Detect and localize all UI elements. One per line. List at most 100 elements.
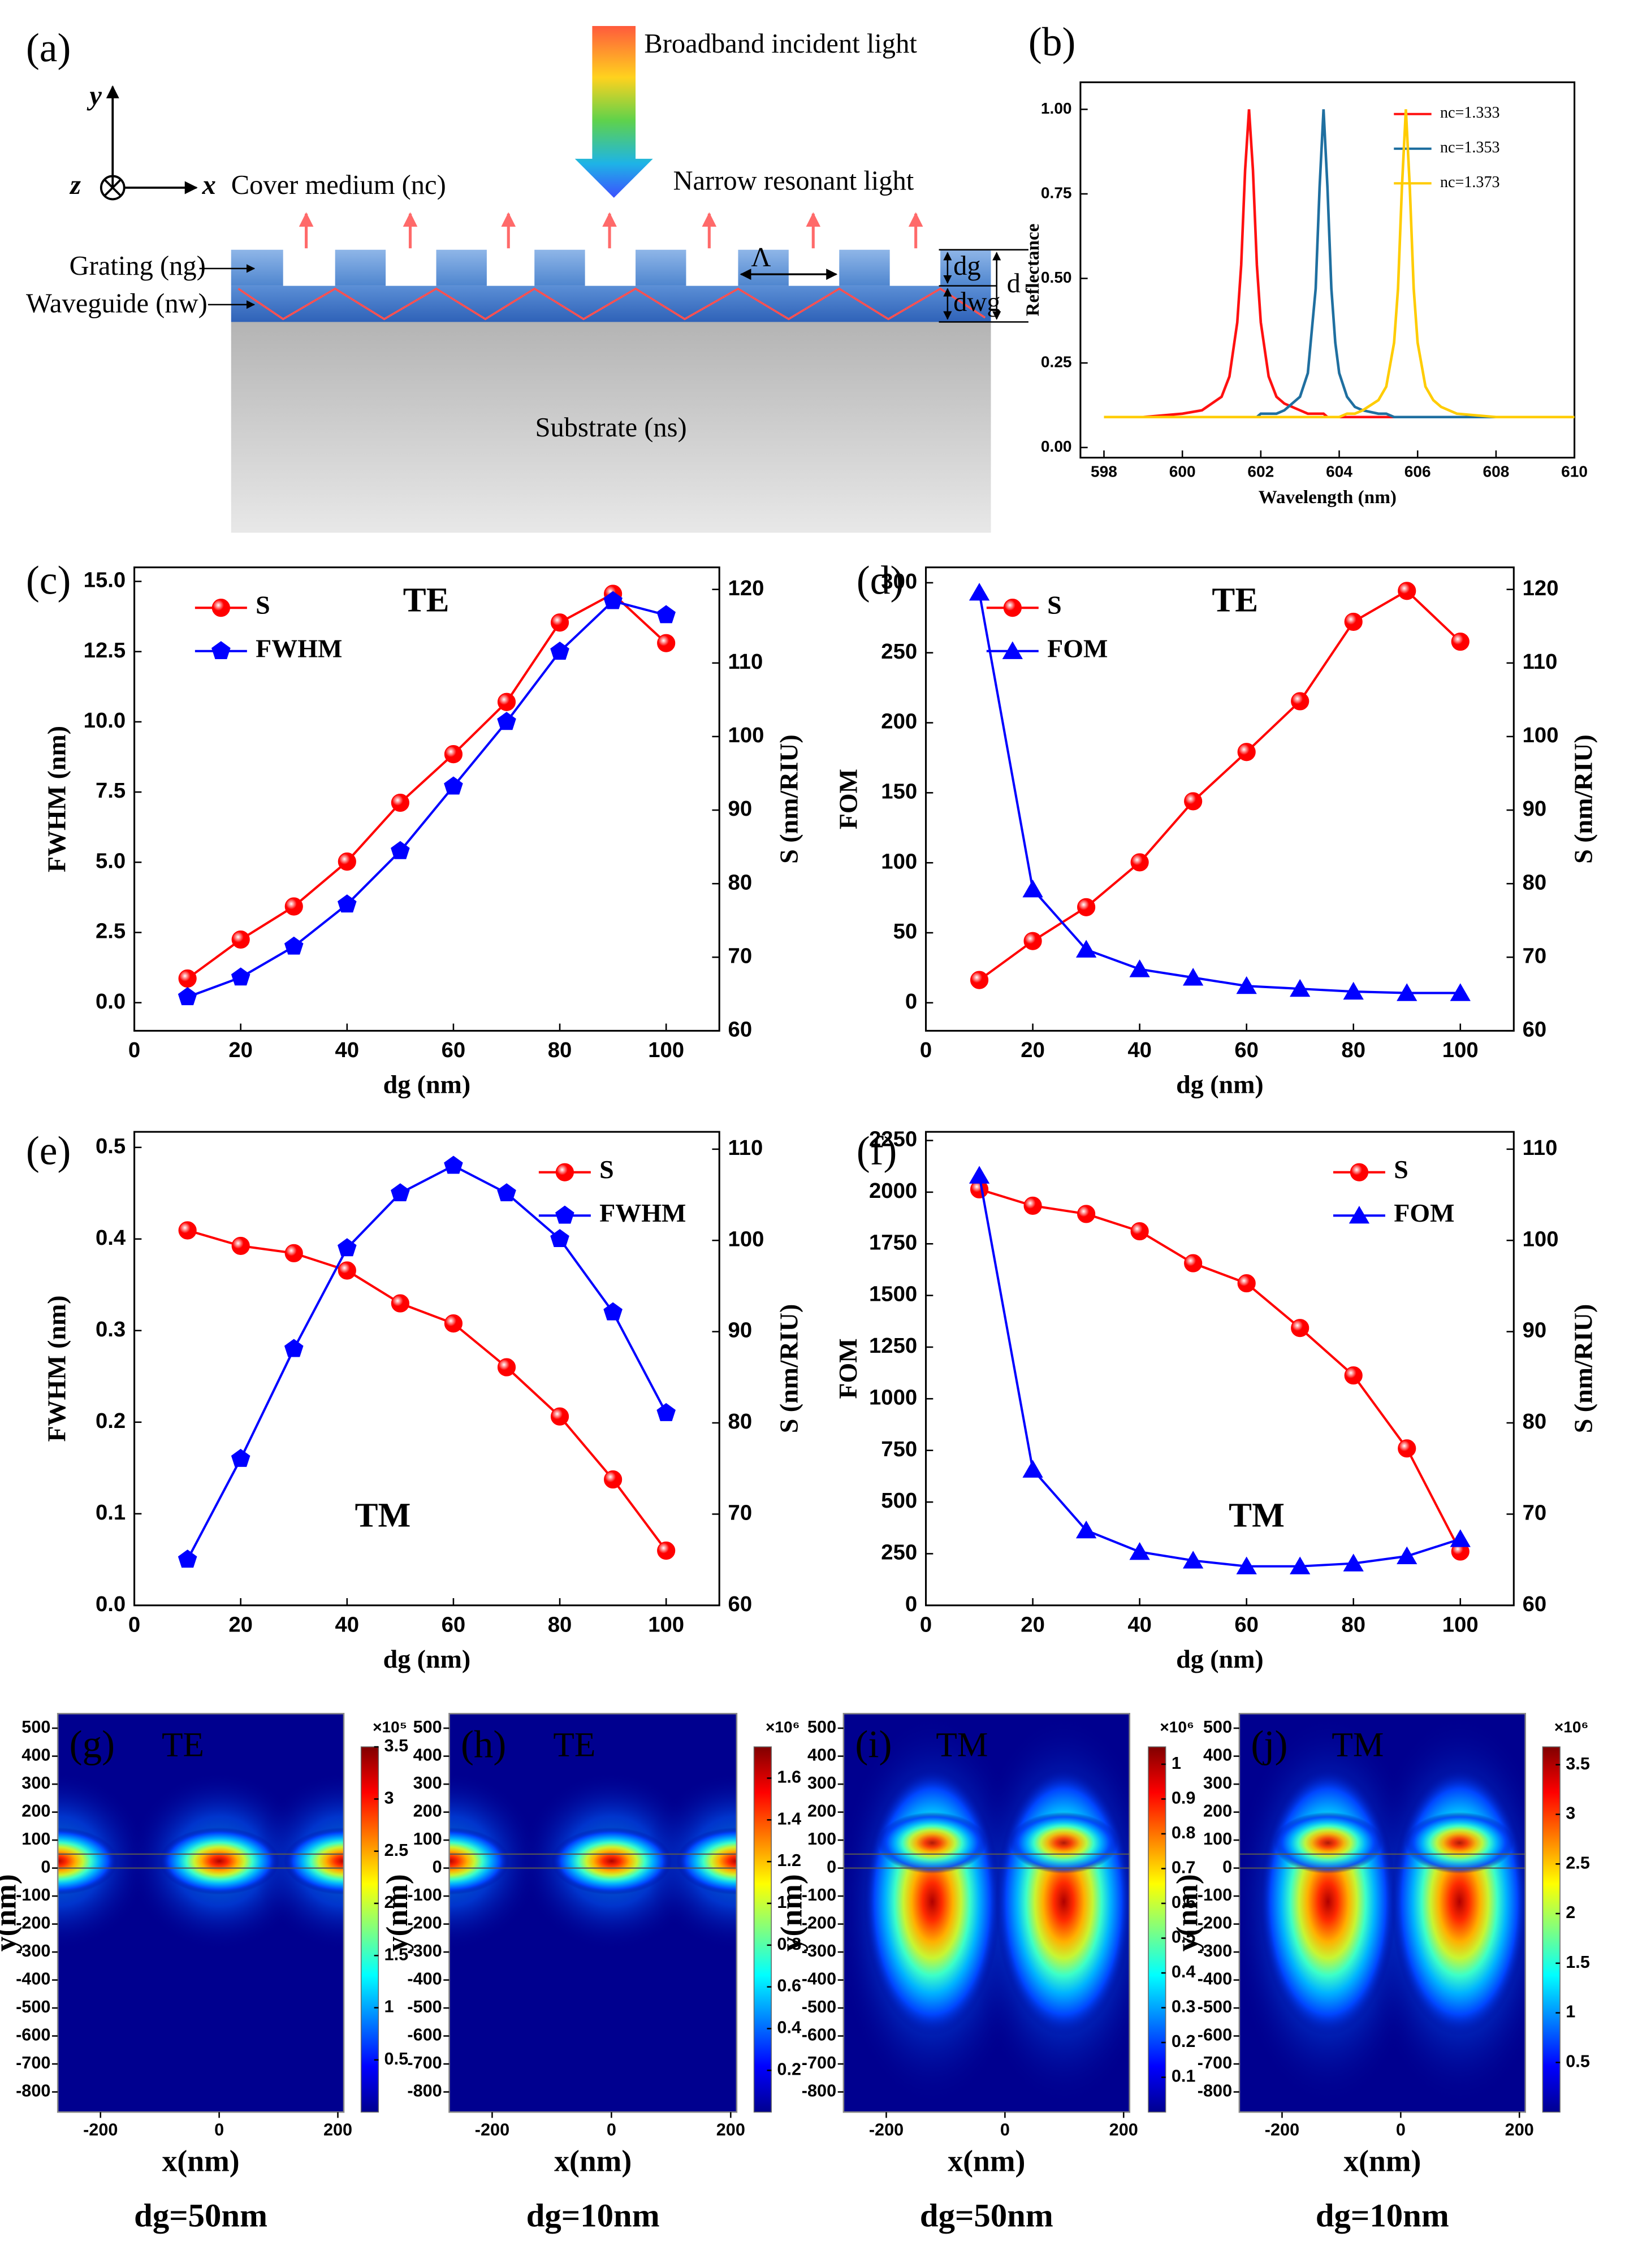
marker [1450,1529,1471,1547]
y2-tick-label: 110 [1523,1136,1558,1160]
colorbar-exponent: ×10⁶ [1554,1718,1589,1735]
annotation: TE [403,581,450,620]
field [449,1713,737,2113]
plot-frame [1079,81,1576,459]
y-tick-label: 0.50 [1041,269,1072,286]
marker [231,1448,250,1467]
x-tick-label: 600 [1169,463,1196,481]
y-axis-label: y(nm) [380,1874,414,1951]
marker [550,1229,569,1248]
z-axis-symbol [100,175,126,201]
colorbar [1148,1746,1166,2113]
y-tick-label: -700 [407,2053,442,2072]
y-tick-label: 0 [1222,1858,1232,1877]
panel-label: (f) [857,1128,897,1173]
marker [969,1166,990,1184]
annotation: TM [1229,1496,1285,1535]
y2-tick-label: 70 [1523,1501,1547,1525]
y2-tick-label: 80 [728,1409,753,1434]
marker [1023,932,1042,950]
annotation: TM [936,1726,988,1764]
colorbar-tick-label: 0.8 [1172,1823,1196,1842]
y2-tick-label: 100 [1523,1227,1559,1251]
plot-frame [133,566,720,1032]
y2-tick-label: 100 [1523,723,1559,747]
y-tick-label: -500 [407,1997,442,2016]
resonant-label: Narrow resonant light [673,166,914,196]
field-lobe [1273,1812,1382,1874]
field [1239,1713,1525,2113]
colorbar-tick-label: 1 [1172,1754,1181,1773]
x-tick-label: 598 [1091,463,1117,481]
y2-tick-label: 90 [728,1318,753,1343]
y-tick-label: 100 [1203,1829,1232,1849]
field-lobe [551,1827,672,1895]
colorbar-tick-label: 0.5 [384,2049,409,2068]
field-lobe [58,1827,118,1895]
y-tick-label: 0.5 [96,1134,126,1158]
colorbar-tick-label: 0.9 [1172,1788,1196,1807]
colorbar-tick-label: 2.5 [1566,1853,1590,1872]
y2-tick-label: 60 [1523,1592,1547,1616]
x-tick-label: 20 [228,1038,253,1062]
y-tick-label: 500 [807,1717,836,1737]
marker [284,1339,304,1357]
colorbar-tick-label: 3.5 [384,1736,409,1755]
axis-label: x [202,170,216,200]
waveguide-label: Waveguide (nw) [26,289,208,319]
x-tick-label: 20 [1021,1038,1045,1062]
x-axis-label: x(nm) [554,2144,632,2178]
legend-label: nc=1.353 [1440,138,1500,156]
marker [656,1403,676,1421]
y-tick-label: 10.0 [84,708,126,733]
field [58,1713,344,2113]
marker [1003,599,1022,617]
substrate [231,322,991,533]
marker [231,930,250,949]
chart-panel: (e) TM 0 20 40 60 80 100 0.0 0.1 0.2 0.3 0.4 0.5 60 70 8… [26,1128,803,1673]
marker [444,745,463,764]
marker [1291,692,1309,711]
y-tick-label: 0.0 [96,1592,126,1616]
heatmap-panel: -200 0 200 500 400 300 200 100 0 -100 -200 -300 -400… [380,1713,801,2234]
x-tick-label: 602 [1247,463,1274,481]
marker [497,712,516,730]
colorbar-tick-label: 0.3 [1172,1997,1196,2016]
x-tick-label: 0 [1000,2120,1010,2139]
y-tick-label: -400 [802,1970,836,1989]
panel-label: (e) [26,1128,71,1173]
x-tick-label: 200 [1109,2120,1138,2139]
y-tick-label: 400 [413,1746,442,1765]
legend-label: FWHM [256,634,342,663]
y-tick-label: 2000 [869,1179,917,1203]
caption: dg=10nm [1316,2197,1449,2234]
marker [1022,1460,1043,1478]
field-lobe [283,1827,344,1895]
plot-frame [448,1713,738,2113]
colorbar-tick-label: 1.5 [384,1945,409,1964]
x-tick-label: 0 [607,2120,616,2139]
x-tick-label: 40 [1127,1612,1152,1637]
x-tick-label: 100 [648,1612,684,1637]
marker [1290,979,1311,997]
x-tick-label: 60 [442,1612,466,1637]
marker [178,1221,197,1240]
dimension-label: d [1007,269,1021,298]
dimension-lines [939,249,1028,323]
caption: dg=50nm [920,2197,1053,2234]
marker [1129,959,1150,977]
marker [1075,940,1097,958]
y-tick-label: 0 [433,1858,442,1877]
field-lobe [863,1767,1001,2036]
diagram: (a) Broadband incident light y z x Cover… [26,25,1028,533]
marker [1398,582,1416,600]
colorbar-tick-label: 0.7 [1172,1858,1196,1877]
y-tick-label: 0.75 [1041,184,1072,201]
x-tick-label: 0 [128,1038,140,1062]
field [843,1713,1130,2113]
marker [657,1541,676,1560]
series-line [1104,109,1575,419]
marker [550,642,569,660]
y-tick-label: 0.25 [1041,353,1072,370]
x-tick-label: 200 [323,2120,352,2139]
